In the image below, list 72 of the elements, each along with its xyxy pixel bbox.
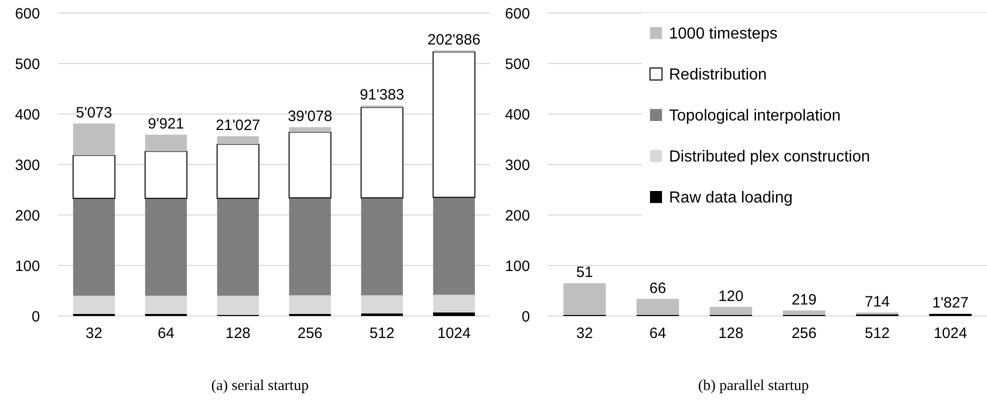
annotation: 120 — [718, 288, 744, 305]
annotation: 5'073 — [76, 104, 112, 122]
x-tick-label: 512 — [369, 325, 395, 342]
y-tick-label: 300 — [504, 156, 530, 174]
annotation: 66 — [649, 280, 666, 297]
bar — [433, 312, 475, 316]
annotation: 1'827 — [932, 294, 969, 312]
bar — [361, 198, 403, 296]
bar — [289, 295, 331, 314]
legend-label: Redistribution — [669, 66, 767, 84]
bar — [73, 296, 115, 314]
bar — [216, 144, 260, 199]
x-tick-label: 32 — [576, 325, 593, 342]
x-tick-label: 1024 — [437, 325, 471, 342]
bar — [361, 313, 403, 316]
x-tick-label: 512 — [864, 325, 890, 342]
y-tick-label: 200 — [504, 207, 530, 224]
legend-label: Topological interpolation — [669, 108, 841, 125]
y-tick-label: 200 — [14, 207, 40, 224]
bar — [289, 127, 331, 132]
y-tick-label: 100 — [504, 258, 530, 275]
x-tick-label: 256 — [792, 325, 817, 342]
y-tick-label: 400 — [504, 106, 530, 124]
bar — [217, 198, 259, 296]
y-tick-label: 600 — [14, 5, 40, 22]
annotation: 91'383 — [360, 86, 404, 104]
bar — [217, 136, 259, 144]
bar — [360, 106, 404, 198]
annotation: 202'886 — [428, 31, 480, 48]
y-tick-label: 300 — [14, 156, 40, 174]
x-tick-label: 128 — [225, 325, 251, 342]
y-tick-label: 600 — [504, 5, 530, 22]
x-tick-label: 64 — [158, 325, 174, 342]
legend-label: 1000 timesteps — [669, 26, 778, 43]
legend-label: Raw data loading — [669, 190, 793, 207]
annotation: 39'078 — [288, 108, 332, 126]
annotation: 219 — [792, 291, 817, 308]
bar — [73, 198, 115, 296]
bar — [433, 294, 475, 312]
y-tick-label: 0 — [32, 308, 40, 326]
bar — [433, 197, 475, 295]
bar — [432, 51, 476, 198]
bar — [782, 310, 826, 315]
x-tick-label: 32 — [86, 325, 102, 342]
y-tick-label: 400 — [14, 106, 40, 124]
x-tick-label: 256 — [297, 325, 323, 342]
text: (a) serial startup — [211, 378, 309, 394]
bar — [144, 150, 188, 199]
bar — [145, 134, 187, 152]
bar — [636, 298, 679, 315]
y-tick-label: 500 — [504, 56, 530, 73]
bar — [145, 198, 187, 296]
annotation: 714 — [864, 293, 890, 310]
bar — [145, 296, 187, 314]
x-tick-label: 64 — [649, 325, 666, 342]
annotation: 51 — [576, 264, 593, 282]
bar — [72, 154, 116, 199]
x-tick-label: 128 — [718, 325, 744, 342]
y-tick-label: 500 — [14, 56, 40, 73]
bar — [361, 295, 403, 314]
x-tick-label: 1024 — [934, 325, 968, 342]
bar — [710, 306, 752, 315]
bar — [563, 283, 606, 315]
bar — [289, 198, 331, 296]
y-tick-label: 0 — [522, 308, 530, 326]
text: (b) parallel startup — [698, 378, 809, 394]
legend-label: Distributed plex construction — [669, 148, 870, 166]
annotation: 21'027 — [216, 117, 260, 134]
y-tick-label: 100 — [14, 258, 40, 275]
bar — [288, 132, 332, 198]
bar — [73, 124, 115, 156]
annotation: 9'921 — [148, 116, 184, 133]
